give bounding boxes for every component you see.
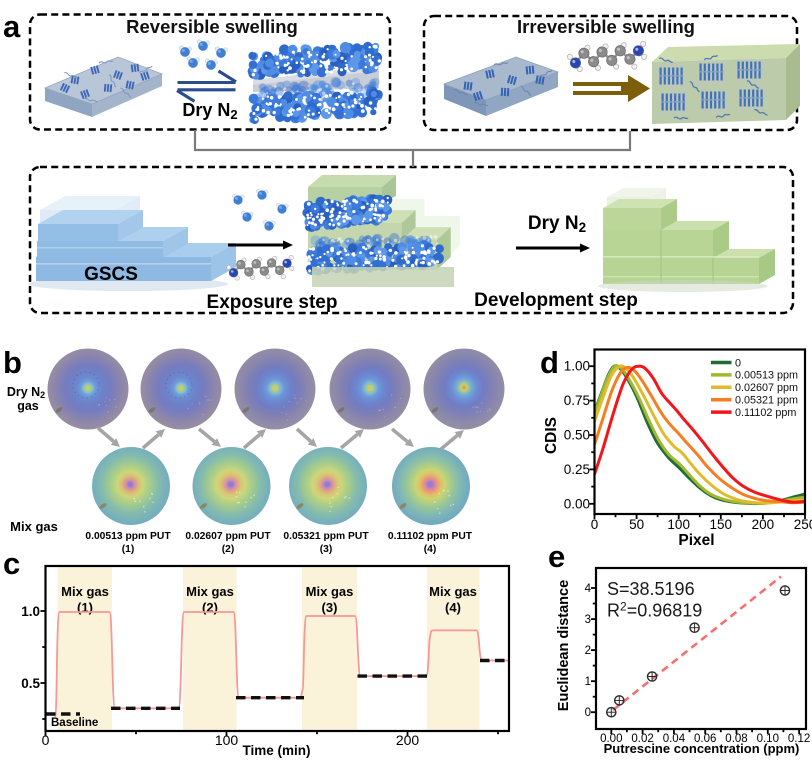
svg-text:R2=0.96819: R2=0.96819 [607,600,702,621]
svg-text:c: c [3,546,20,581]
svg-text:1: 1 [585,676,591,688]
svg-text:CDIS: CDIS [543,417,560,454]
svg-text:(3): (3) [322,600,338,615]
svg-text:0.00513 ppm: 0.00513 ppm [735,370,798,382]
svg-text:0.08: 0.08 [725,733,747,745]
svg-text:0: 0 [585,707,591,719]
svg-text:Dry N2: Dry N2 [7,385,45,400]
svg-text:0.06: 0.06 [694,733,716,745]
svg-text:0: 0 [591,517,599,532]
svg-text:0.75: 0.75 [564,393,590,408]
svg-text:Mix gas: Mix gas [429,584,477,599]
svg-text:100: 100 [667,517,690,532]
svg-text:0.04: 0.04 [663,733,686,745]
svg-text:Euclidean distance: Euclidean distance [556,580,572,711]
svg-text:0.12: 0.12 [788,733,810,745]
svg-text:(2): (2) [222,544,235,555]
svg-text:Pixel: Pixel [678,532,714,549]
svg-text:Exposure step: Exposure step [207,292,338,313]
svg-text:Mix gas: Mix gas [10,519,58,534]
svg-text:0.10: 0.10 [757,733,779,745]
svg-text:0.00: 0.00 [600,733,622,745]
svg-text:0.00513 ppm PUT: 0.00513 ppm PUT [85,531,171,542]
svg-text:1.0: 1.0 [21,604,40,619]
svg-text:250: 250 [794,517,812,532]
svg-text:0.00: 0.00 [564,496,590,511]
svg-text:2: 2 [585,645,591,657]
svg-text:0.02: 0.02 [631,733,653,745]
svg-text:Reversible swelling: Reversible swelling [126,16,298,37]
svg-text:100: 100 [215,732,239,748]
svg-text:S=38.5196: S=38.5196 [607,579,695,599]
svg-text:Mix gas: Mix gas [61,584,109,599]
svg-text:Irreversible swelling: Irreversible swelling [517,16,695,37]
svg-text:1.00: 1.00 [564,359,590,374]
svg-text:a: a [3,9,21,44]
svg-text:e: e [548,539,565,574]
svg-text:(4): (4) [445,600,461,615]
svg-text:0.11102 ppm PUT: 0.11102 ppm PUT [388,531,473,542]
svg-text:150: 150 [710,517,733,532]
svg-text:(1): (1) [122,544,135,555]
svg-text:0: 0 [42,732,50,748]
svg-text:200: 200 [752,517,775,532]
svg-text:0.02607 ppm PUT: 0.02607 ppm PUT [185,531,271,542]
svg-text:Dry N2: Dry N2 [182,100,237,122]
svg-text:Baseline: Baseline [51,717,98,729]
svg-text:0.11102 ppm: 0.11102 ppm [735,407,796,419]
svg-text:0: 0 [735,357,741,369]
svg-text:3: 3 [585,614,591,626]
svg-text:0.25: 0.25 [564,462,590,477]
svg-text:Mix gas: Mix gas [186,584,234,599]
svg-text:(3): (3) [320,544,333,555]
svg-text:0.05321 ppm PUT: 0.05321 ppm PUT [283,531,369,542]
svg-text:Time (min): Time (min) [242,743,310,758]
svg-text:gas: gas [17,399,39,413]
svg-text:50: 50 [629,517,644,532]
svg-text:0.02607 ppm: 0.02607 ppm [735,382,798,394]
svg-text:b: b [3,345,22,380]
svg-text:0.05321 ppm: 0.05321 ppm [735,395,798,407]
svg-text:Mix gas: Mix gas [306,584,354,599]
svg-text:(4): (4) [424,544,437,555]
svg-text:4: 4 [585,583,592,595]
svg-text:d: d [540,345,559,380]
svg-text:Putrescine concentration (ppm): Putrescine concentration (ppm) [604,741,800,756]
svg-text:0.50: 0.50 [564,428,590,443]
svg-text:GSCS: GSCS [84,264,138,285]
svg-text:0.5: 0.5 [21,676,40,691]
svg-text:Dry N2: Dry N2 [528,213,586,235]
svg-text:200: 200 [396,732,420,748]
svg-text:Development step: Development step [474,290,638,311]
